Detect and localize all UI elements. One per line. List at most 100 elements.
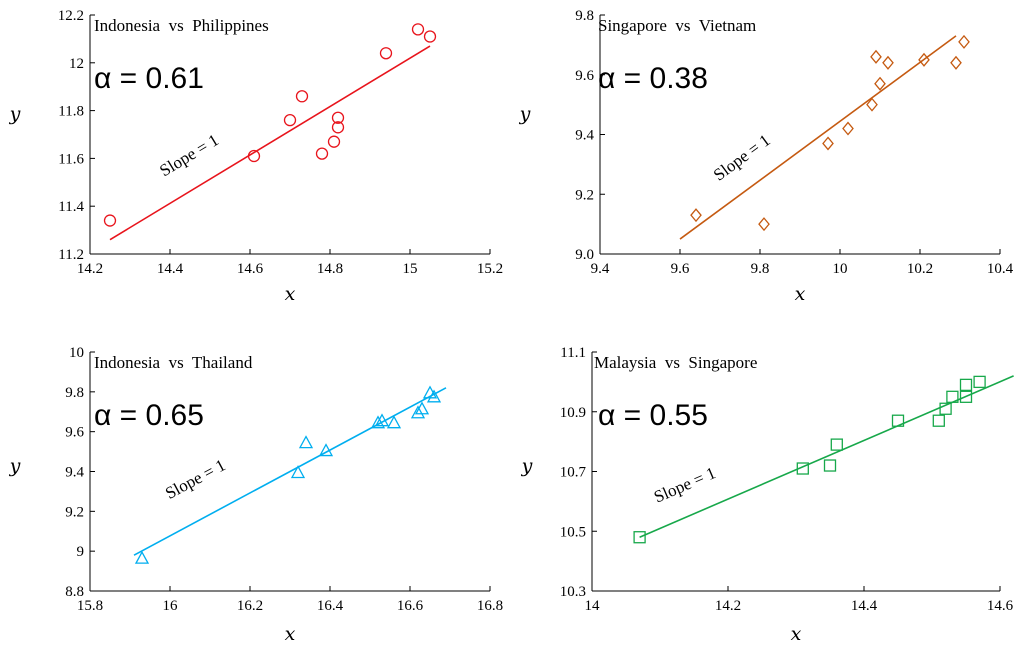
x-tick-label: 14.6 [237, 261, 264, 277]
x-tick-label: 14.2 [715, 598, 741, 614]
y-tick-label: 9.6 [65, 425, 84, 441]
y-axis-label: y [9, 103, 21, 125]
y-tick-label: 10 [69, 345, 84, 361]
data-point [414, 401, 430, 415]
data-point [882, 55, 894, 70]
data-point [950, 55, 962, 70]
y-axis-label: y [521, 455, 533, 477]
x-tick-label: 15 [403, 261, 418, 277]
x-axis-label: x [285, 283, 296, 305]
panel-title: Indonesia vs Philippines [94, 16, 269, 35]
slope-label: Slope = 1 [651, 463, 718, 506]
slope-label: Slope = 1 [162, 455, 229, 503]
data-point [410, 405, 426, 419]
panel-1: 14.2 14.4 14.6 14.8 15 15.2 11.2 11.4 11.6 11.8 12… [9, 8, 503, 305]
alpha-annotation: α = 0.55 [598, 399, 708, 432]
fit-line [679, 35, 957, 240]
data-point [283, 114, 297, 127]
y-tick-label: 9.6 [575, 68, 594, 84]
y-tick-label: 10.5 [560, 524, 586, 540]
x-tick-label: 14.4 [851, 598, 878, 614]
data-point [423, 30, 437, 43]
data-point [823, 459, 837, 472]
x-tick-label: 14.2 [77, 261, 103, 277]
data-point [370, 415, 386, 429]
data-point [290, 465, 306, 479]
panel-2: 9.4 9.6 9.8 10 10.2 10.49.09.29.49.69.8 Singap… [519, 8, 1014, 305]
panel-3: 15.8 16 16.2 16.4 16.6 16.8 8.8 9 9.2 9.4 9.6 9.8 10… [9, 345, 503, 645]
x-tick-label: 10 [833, 261, 848, 277]
y-tick-label: 12 [69, 56, 84, 72]
data-point [822, 136, 834, 151]
x-tick-label: 14.6 [987, 598, 1014, 614]
y-axis-label: y [519, 103, 531, 125]
panel-title: Singapore vs Vietnam [598, 16, 756, 35]
alpha-annotation: α = 0.61 [94, 62, 204, 95]
y-tick-label: 9 [77, 544, 85, 560]
x-tick-label: 10.2 [907, 261, 933, 277]
data-point [959, 390, 973, 403]
panel-4: 14 14.2 14.4 14.6 10.3 10.5 10.7 10.9 11.1 Malays… [521, 345, 1014, 645]
data-point [331, 111, 345, 124]
data-point [633, 531, 646, 544]
panel-title: Malaysia vs Singapore [594, 353, 757, 372]
data-point [830, 438, 843, 451]
x-tick-label: 14.4 [157, 261, 184, 277]
data-point [411, 23, 425, 36]
data-point [866, 97, 878, 112]
y-tick-label: 11.2 [58, 247, 84, 263]
y-tick-label: 10.3 [560, 584, 586, 600]
x-tick-label: 14.8 [317, 261, 343, 277]
alpha-annotation: α = 0.38 [598, 62, 708, 95]
y-tick-label: 9.8 [65, 385, 84, 401]
data-point [327, 135, 341, 148]
alpha-annotation: α = 0.65 [94, 399, 204, 432]
y-tick-label: 11.6 [58, 151, 84, 167]
x-tick-label: 16 [163, 598, 179, 614]
y-tick-label: 9.8 [575, 8, 594, 24]
y-axis-label: y [9, 455, 21, 477]
x-tick-label: 9.8 [751, 261, 770, 277]
x-tick-label: 16.2 [237, 598, 263, 614]
data-point [932, 414, 945, 427]
y-tick-label: 9.0 [575, 247, 594, 263]
data-point [958, 34, 970, 49]
x-axis-label: x [285, 623, 296, 645]
data-point [298, 435, 314, 449]
data-point [295, 90, 309, 103]
data-point [796, 462, 809, 475]
y-tick-label: 11.8 [58, 104, 84, 120]
y-tick-label: 10.7 [560, 465, 587, 481]
y-tick-label: 12.2 [58, 8, 84, 24]
data-point [939, 402, 952, 415]
data-point [315, 147, 329, 160]
data-point [690, 208, 702, 223]
data-point [758, 217, 770, 232]
data-point [247, 149, 261, 163]
x-tick-label: 16.4 [317, 598, 344, 614]
y-tick-label: 11.1 [560, 345, 586, 361]
x-tick-label: 9.4 [591, 261, 610, 277]
y-tick-label: 11.4 [58, 199, 84, 215]
x-tick-label: 10.4 [987, 261, 1014, 277]
x-axis-label: x [795, 283, 806, 305]
x-tick-label: 9.6 [671, 261, 690, 277]
x-tick-label: 15.2 [477, 261, 503, 277]
data-point [379, 47, 393, 60]
data-point [973, 375, 986, 389]
data-point [946, 390, 959, 403]
y-tick-label: 10.9 [560, 405, 586, 421]
x-tick-label: 16.6 [397, 598, 424, 614]
panel-title: Indonesia vs Thailand [94, 353, 253, 372]
y-tick-label: 8.8 [65, 584, 84, 600]
data-point [103, 214, 117, 227]
x-axis-label: x [791, 623, 802, 645]
data-point [842, 121, 854, 136]
x-tick-label: 15.8 [77, 598, 103, 614]
y-tick-label: 9.2 [575, 187, 594, 203]
data-point [959, 378, 973, 392]
fit-line [109, 45, 431, 241]
x-tick-label: 16.8 [477, 598, 503, 614]
y-tick-label: 9.4 [65, 465, 84, 481]
